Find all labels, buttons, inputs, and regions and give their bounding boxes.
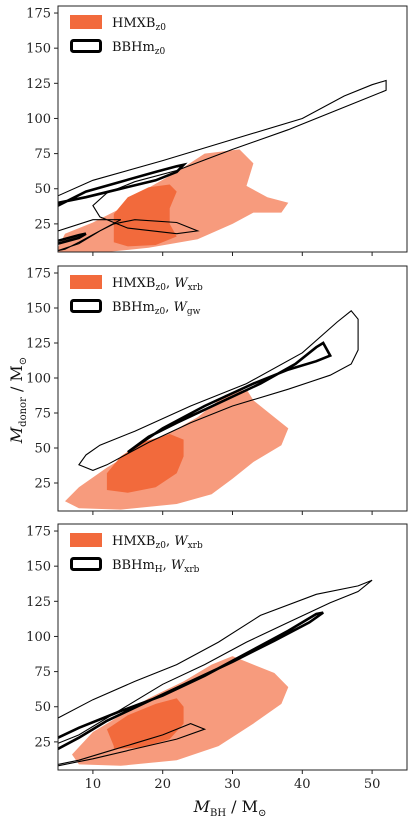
y-tick-label: 25 <box>34 477 51 492</box>
legend-label-main: BBHm <box>112 40 155 55</box>
x-axis-label-main: M <box>193 797 211 816</box>
y-axis-label: Mdonor / M⊙ <box>7 357 29 444</box>
hmxb-inner-region <box>106 434 184 493</box>
y-tick-label: 75 <box>34 665 51 680</box>
bbh-outer-contour <box>58 579 373 744</box>
bbh-inner-contour <box>58 162 188 207</box>
y-axis-label-rest: / M <box>7 365 26 397</box>
bbh-outer-contour <box>78 310 359 471</box>
x-tick-label: 20 <box>154 777 171 792</box>
legend-label: HMXBz0, Wxrb <box>112 276 203 293</box>
legend-fill-swatch <box>70 533 102 547</box>
bbh-inner-contour <box>58 611 324 751</box>
legend-label-weight-sub: xrb <box>188 541 203 551</box>
legend-label-weight-sub: xrb <box>184 565 199 575</box>
legend-label-weight: W <box>174 534 189 549</box>
legend-label-sub: z0 <box>155 307 166 317</box>
y-tick-label: 25 <box>34 735 51 750</box>
panel-3: 25 50 75 100 125 150 175 10 20 30 40 50 HMXBz0, Wxrb… <box>26 523 408 792</box>
legend-label: HMXBz0, Wxrb <box>112 534 203 551</box>
legend-label-weight: W <box>171 558 186 573</box>
legend-label-main: HMXB <box>112 276 155 291</box>
legend-label: BBHmH, Wxrb <box>112 558 200 575</box>
y-tick-label: 150 <box>26 302 51 317</box>
y-tick-label: 100 <box>26 372 51 387</box>
hmxb-inner-region <box>113 184 177 247</box>
legend-label: BBHmz0 <box>112 40 166 57</box>
y-tick-label: 100 <box>26 112 51 127</box>
legend-label-main: BBHm <box>112 558 155 573</box>
y-axis-label-odot: ⊙ <box>18 357 29 365</box>
hmxb-inner-region <box>106 698 184 749</box>
y-tick-label: 125 <box>26 595 51 610</box>
x-axis-label-rest: / M <box>226 797 258 816</box>
y-axis-label-main: M <box>7 426 26 444</box>
y-tick-label: 175 <box>26 7 51 22</box>
y-tick-label: 150 <box>26 560 51 575</box>
legend-label-sub: z0 <box>155 47 166 57</box>
legend-line-swatch <box>70 39 102 53</box>
legend-label-sub: H <box>155 565 163 575</box>
plot-area <box>65 310 359 510</box>
legend-label: BBHmz0, Wgw <box>112 300 201 317</box>
y-tick-label: 75 <box>34 407 51 422</box>
y-tick-label: 25 <box>34 217 51 232</box>
x-axis-label: MBH / M⊙ <box>193 797 267 819</box>
legend-label-weight: W <box>174 300 189 315</box>
y-tick-label: 50 <box>34 700 51 715</box>
panels: 255075100125150175HMXBz0BBHmz02550751001… <box>26 5 408 792</box>
legend-line-swatch <box>70 299 102 313</box>
legend-label-sep: , <box>166 276 174 291</box>
legend-label-main: BBHm <box>112 300 155 315</box>
y-tick-label: 175 <box>26 525 51 540</box>
legend-line-swatch <box>70 557 102 571</box>
y-tick-label: 50 <box>34 182 51 197</box>
legend-label-main: HMXB <box>112 534 155 549</box>
bbh-outer-contour <box>58 79 387 252</box>
x-tick-label: 40 <box>294 777 311 792</box>
legend-label-main: HMXB <box>112 16 155 31</box>
plot-area <box>58 79 387 252</box>
legend-label-weight: W <box>174 276 189 291</box>
y-tick-label: 150 <box>26 42 51 57</box>
y-axis-label-sub: donor <box>18 397 29 427</box>
bbh-inner-contour <box>127 341 333 454</box>
legend-fill-swatch <box>70 275 102 289</box>
y-tick-label: 175 <box>26 267 51 282</box>
legend-label: HMXBz0 <box>112 16 166 33</box>
legend-label-sub: z0 <box>155 541 166 551</box>
y-tick-label: 75 <box>34 147 51 162</box>
legend-label-sub: z0 <box>155 23 166 33</box>
x-tick-label: 10 <box>85 777 102 792</box>
x-tick-label: 50 <box>364 777 381 792</box>
bbh-secondary-contour <box>58 232 87 245</box>
legend-label-sep: , <box>166 534 174 549</box>
x-axis-label-odot: ⊙ <box>258 808 266 819</box>
plot-area <box>58 579 373 767</box>
legend-fill-swatch <box>70 15 102 29</box>
y-tick-label: 100 <box>26 630 51 645</box>
legend-label-weight-sub: xrb <box>188 283 203 293</box>
bbh-secondary-contour <box>58 723 207 767</box>
x-axis-label-sub: BH <box>210 808 226 819</box>
y-tick-label: 125 <box>26 337 51 352</box>
y-tick-label: 125 <box>26 77 51 92</box>
legend-label-sep: , <box>165 300 173 315</box>
legend-label-weight-sub: gw <box>187 307 201 317</box>
legend-label-sub: z0 <box>155 283 166 293</box>
y-tick-label: 50 <box>34 442 51 457</box>
legend-label-sep: , <box>163 558 171 573</box>
x-tick-label: 30 <box>224 777 241 792</box>
